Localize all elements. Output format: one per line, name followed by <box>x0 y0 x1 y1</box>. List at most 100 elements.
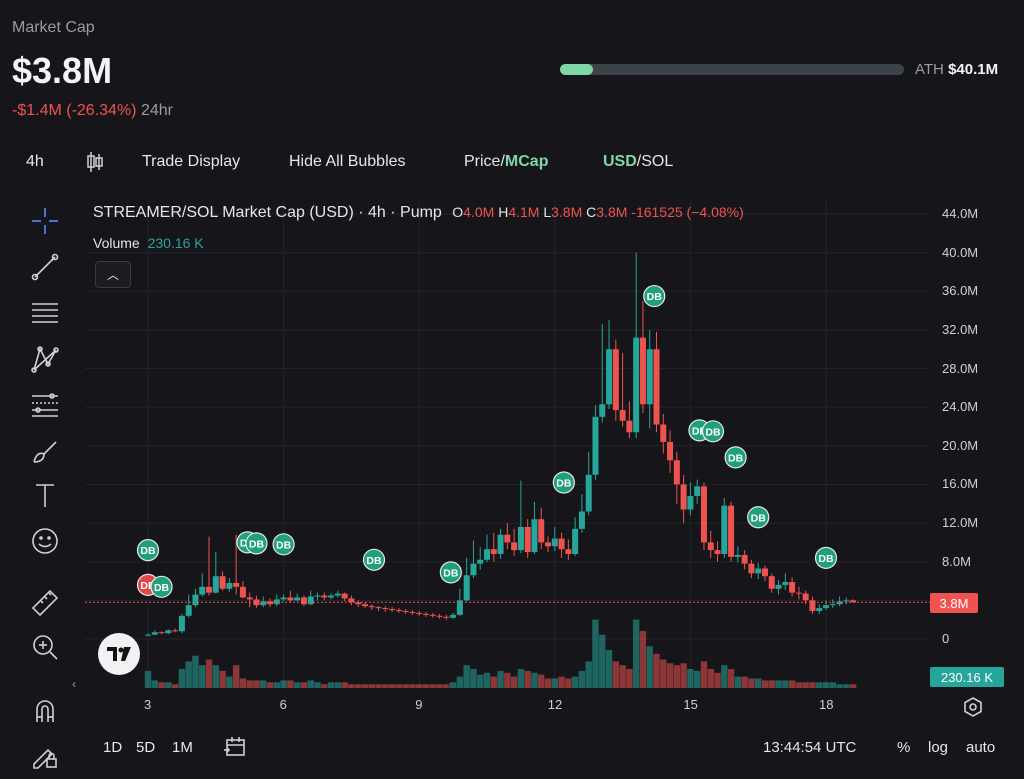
emoji-icon[interactable] <box>28 524 62 558</box>
market-cap-label: Market Cap <box>12 19 95 36</box>
candle-body <box>524 526 531 553</box>
crosshair-icon[interactable] <box>28 204 62 238</box>
magnet-icon[interactable] <box>28 694 62 728</box>
hide-bubbles-button[interactable]: Hide All Bubbles <box>289 153 406 170</box>
volume-bar <box>375 684 382 688</box>
trade-display-button[interactable]: Trade Display <box>142 153 241 170</box>
candle-body <box>273 599 280 605</box>
db-marker-label: DB <box>556 478 572 490</box>
volume-bar <box>395 684 403 688</box>
usd-sol-toggle[interactable]: USD/SOL <box>603 153 673 171</box>
settings-icon[interactable] <box>962 696 984 723</box>
pattern-icon[interactable] <box>28 342 62 376</box>
candle-body <box>551 538 558 547</box>
price-option[interactable]: Price <box>464 153 501 170</box>
goto-date-icon[interactable] <box>223 735 247 764</box>
tradingview-logo[interactable] <box>98 633 140 675</box>
db-marker-label: DB <box>154 582 170 594</box>
volume-bar <box>849 684 857 688</box>
volume-bar <box>761 680 769 688</box>
volume-bar <box>632 619 640 688</box>
brush-icon[interactable] <box>28 434 62 468</box>
volume-bar <box>348 684 355 688</box>
volume-bar <box>219 670 226 688</box>
price-mcap-toggle[interactable]: Price/MCap <box>464 153 548 171</box>
volume-bar <box>422 684 430 688</box>
collapse-toolbar-icon[interactable]: ‹ <box>72 677 76 691</box>
candle-body <box>633 337 640 433</box>
collapse-legend-button[interactable]: ︿ <box>95 261 131 288</box>
volume-bar <box>544 678 552 688</box>
candle-body <box>178 615 185 632</box>
candle-body <box>294 597 301 601</box>
fib-retracement-icon[interactable] <box>28 388 62 422</box>
volume-bar <box>151 680 158 688</box>
candle-body <box>545 542 552 547</box>
volume-bar <box>314 682 321 688</box>
candle-body <box>484 549 490 560</box>
ath-progress-fill <box>560 64 593 75</box>
chart-legend: STREAMER/SOL Market Cap (USD) · 4h · Pum… <box>93 204 744 222</box>
percent-scale-button[interactable]: % <box>897 739 911 756</box>
volume-bar <box>300 682 308 688</box>
horizontal-lines-icon[interactable] <box>28 296 62 330</box>
volume-bar <box>436 684 443 688</box>
volume-bar <box>592 619 599 688</box>
candle-body <box>382 608 389 610</box>
zoom-icon[interactable] <box>28 630 62 664</box>
candle-body <box>673 460 680 485</box>
range-5d[interactable]: 5D <box>136 739 156 756</box>
sol-option[interactable]: SOL <box>641 153 674 170</box>
volume-bar <box>517 669 525 688</box>
mcap-option[interactable]: MCap <box>504 153 549 170</box>
auto-scale-button[interactable]: auto <box>966 739 996 756</box>
volume-bar <box>524 670 531 688</box>
lock-drawings-icon[interactable] <box>28 738 62 772</box>
volume-bar <box>368 684 375 688</box>
volume-bar <box>185 661 192 688</box>
candle-body <box>260 601 267 606</box>
range-1m[interactable]: 1M <box>172 739 193 756</box>
ath-info: ATH $40.1M <box>915 61 998 78</box>
volume-bar <box>192 655 199 688</box>
volume-bar <box>443 684 450 688</box>
usd-option[interactable]: USD <box>603 153 637 170</box>
candle-body <box>694 486 701 497</box>
candle-body <box>578 511 585 529</box>
candle-body <box>490 549 497 554</box>
interval-selector[interactable]: 4h <box>26 153 44 170</box>
market-cap-value: $3.8M <box>12 50 113 91</box>
volume-bar <box>538 674 545 688</box>
volume-bar <box>334 682 342 688</box>
candle-body <box>707 542 714 551</box>
price-tick-label: 0 <box>942 631 950 646</box>
volume-bar <box>321 684 328 688</box>
candle-body <box>239 586 246 598</box>
db-marker-circle <box>136 539 160 562</box>
trend-line-icon[interactable] <box>28 250 62 284</box>
volume-bar <box>429 684 436 688</box>
volume-bar <box>361 684 369 688</box>
volume-bar <box>178 669 186 688</box>
volume-bar <box>558 676 565 688</box>
volume-bar <box>199 665 206 688</box>
candle-body <box>795 592 802 594</box>
text-tool-icon[interactable] <box>28 478 62 512</box>
candle-body <box>734 554 741 557</box>
candle-type-icon[interactable] <box>86 151 104 178</box>
price-tick-label: 16.0M <box>942 476 979 492</box>
log-scale-button[interactable]: log <box>928 739 949 756</box>
candle-body <box>565 549 572 554</box>
db-marker: DB <box>136 539 160 562</box>
candle-body <box>219 576 226 589</box>
range-1d[interactable]: 1D <box>103 739 123 756</box>
db-marker-label: DB <box>443 567 459 579</box>
ruler-icon[interactable] <box>28 586 62 620</box>
volume-bar <box>660 659 667 688</box>
legend-title: STREAMER/SOL Market Cap (USD) · 4h · Pum… <box>93 204 442 221</box>
utc-clock[interactable]: 13:44:54 UTC <box>763 739 857 756</box>
volume-bar <box>829 682 836 688</box>
volume-bar <box>816 682 823 688</box>
db-marker-label: DB <box>818 553 834 565</box>
